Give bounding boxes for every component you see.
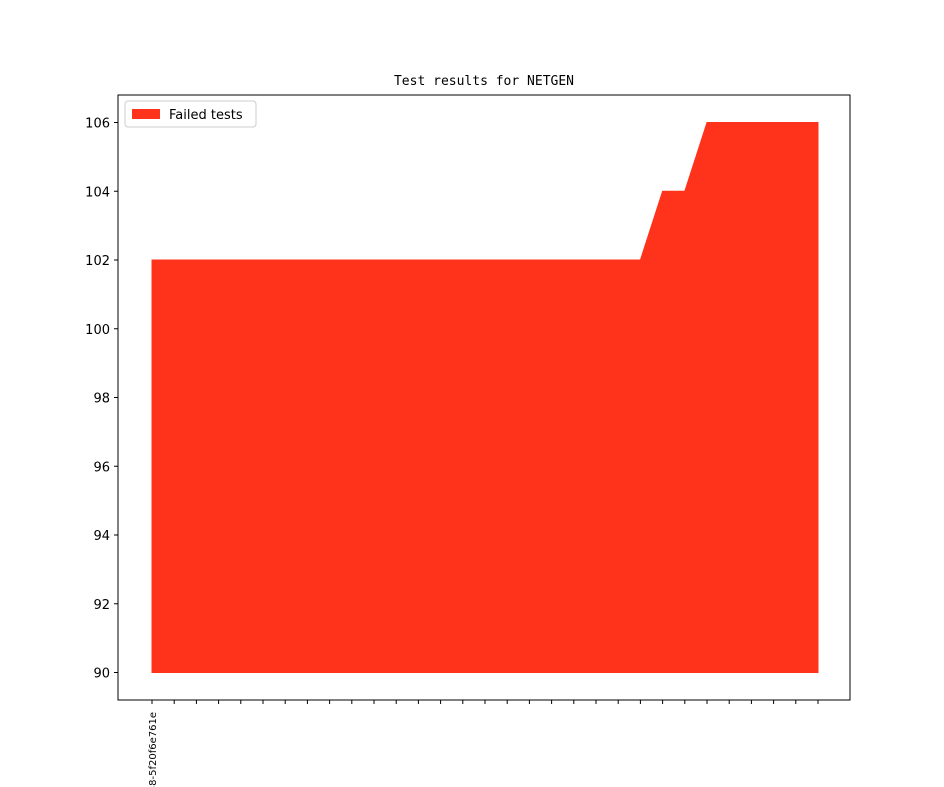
y-tick-label: 90 <box>93 667 110 682</box>
legend-label: Failed tests <box>169 108 243 123</box>
y-tick-label: 102 <box>85 254 110 269</box>
y-tick-label: 92 <box>93 598 110 613</box>
chart-title: Test results for NETGEN <box>394 74 574 89</box>
area <box>151 122 819 673</box>
x-tick-label: 38-5f20f6e761e <box>148 712 159 787</box>
legend-swatch <box>132 109 160 119</box>
y-tick-label: 100 <box>85 323 110 338</box>
y-tick-label: 96 <box>93 460 110 475</box>
y-tick-label: 94 <box>93 529 110 544</box>
legend-box <box>124 100 257 128</box>
y-tick-label: 98 <box>93 392 110 407</box>
y-tick-label: 106 <box>85 117 110 132</box>
y-tick-label: 104 <box>85 185 110 200</box>
